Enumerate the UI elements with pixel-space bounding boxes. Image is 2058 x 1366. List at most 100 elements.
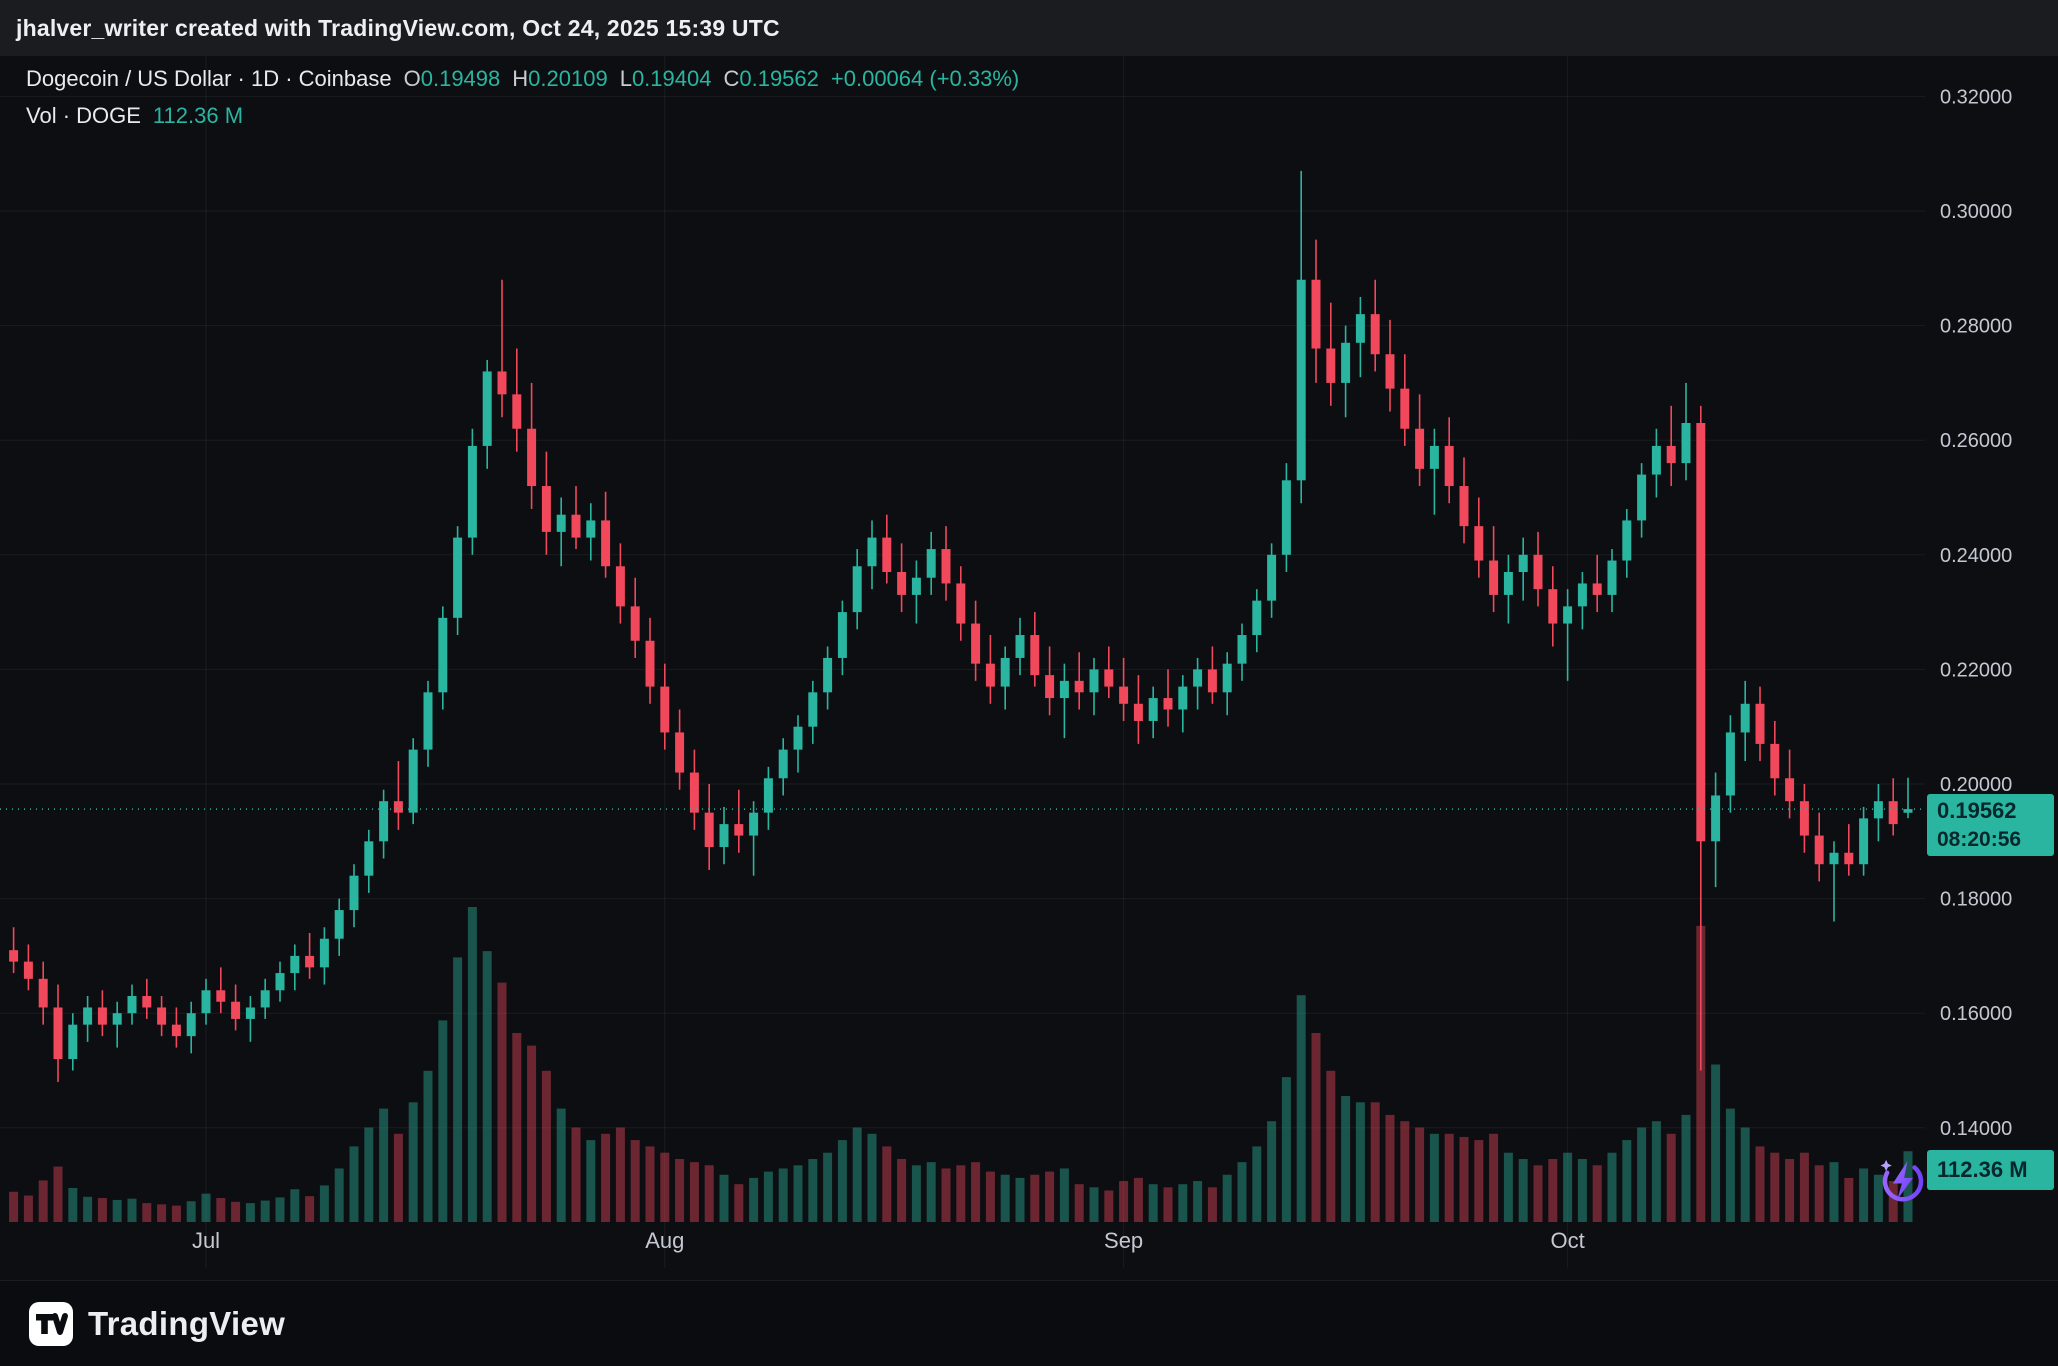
candle-body bbox=[911, 577, 921, 595]
volume-bar bbox=[1474, 1140, 1484, 1222]
candle-body bbox=[364, 841, 374, 876]
high-label: H bbox=[512, 66, 529, 91]
volume-bar bbox=[1844, 1177, 1854, 1222]
close-readout: C0.19562 bbox=[723, 66, 818, 92]
candle-body bbox=[1133, 703, 1143, 721]
price-tick-label: 0.18000 bbox=[1940, 889, 2012, 911]
symbol-title[interactable]: Dogecoin / US Dollar · 1D · Coinbase bbox=[26, 66, 392, 91]
candle-body bbox=[1489, 560, 1499, 595]
tradingview-logo-icon bbox=[29, 1301, 73, 1346]
candle-body bbox=[467, 445, 477, 538]
candle-body bbox=[571, 514, 581, 538]
time-tick-label: Sep bbox=[1104, 1228, 1143, 1253]
volume-bar bbox=[23, 1195, 33, 1222]
candle-body bbox=[231, 1001, 241, 1019]
volume-bar bbox=[704, 1165, 714, 1222]
close-label: C bbox=[723, 66, 740, 91]
candle-body bbox=[527, 428, 537, 487]
candle-body bbox=[749, 812, 759, 836]
last-price-badge: 0.19562 08:20:56 bbox=[1927, 794, 2054, 856]
tradingview-logo[interactable]: TradingView bbox=[28, 1301, 285, 1347]
candle-body bbox=[1548, 589, 1558, 624]
candle-body bbox=[1799, 801, 1809, 836]
price-tick-label: 0.14000 bbox=[1940, 1118, 2012, 1140]
candle-body bbox=[97, 1007, 107, 1025]
volume-bar bbox=[823, 1152, 833, 1222]
volume-bar bbox=[1607, 1152, 1617, 1222]
candle-body bbox=[808, 692, 818, 727]
volume-bar bbox=[512, 1033, 522, 1222]
volume-bar bbox=[586, 1140, 596, 1222]
volume-bar bbox=[1281, 1077, 1291, 1222]
boost-lightning-icon[interactable] bbox=[1876, 1152, 1930, 1206]
candle-body bbox=[1607, 560, 1617, 595]
candle-body bbox=[956, 583, 966, 624]
volume-bar bbox=[1563, 1152, 1573, 1222]
chart-legend: Dogecoin / US Dollar · 1D · Coinbase O0.… bbox=[26, 66, 1019, 140]
candle-body bbox=[645, 640, 655, 687]
price-tick-label: 0.20000 bbox=[1940, 774, 2012, 796]
candle-body bbox=[1030, 635, 1040, 676]
volume-bar bbox=[497, 982, 507, 1222]
candle-body bbox=[1059, 680, 1069, 699]
volume-bar bbox=[1252, 1146, 1262, 1222]
candle-body bbox=[497, 371, 507, 395]
volume-bar bbox=[837, 1140, 847, 1222]
candle-body bbox=[1711, 795, 1721, 842]
volume-bar bbox=[38, 1180, 48, 1222]
volume-bar bbox=[275, 1197, 285, 1222]
tradingview-wordmark: TradingView bbox=[88, 1304, 286, 1342]
volume-bar bbox=[1178, 1184, 1188, 1222]
candle-body bbox=[1163, 698, 1173, 710]
candle-body bbox=[1326, 348, 1336, 383]
time-tick-label: Oct bbox=[1550, 1228, 1584, 1253]
candle-body bbox=[186, 1013, 196, 1037]
volume-bar bbox=[379, 1108, 389, 1222]
candle-body bbox=[305, 955, 315, 968]
volume-bar bbox=[1681, 1114, 1691, 1222]
candle-body bbox=[171, 1024, 181, 1037]
volume-bar bbox=[83, 1196, 93, 1222]
volume-bar bbox=[1829, 1162, 1839, 1222]
candle-body bbox=[1844, 852, 1854, 865]
candle-body bbox=[408, 749, 418, 813]
candle-body bbox=[1518, 554, 1528, 572]
attribution-text: jhalver_writer created with TradingView.… bbox=[16, 14, 780, 41]
candle-body bbox=[971, 623, 981, 664]
candle-body bbox=[1651, 445, 1661, 475]
volume-bar bbox=[1385, 1114, 1395, 1222]
candle-body bbox=[1104, 669, 1114, 687]
attribution-bar: jhalver_writer created with TradingView.… bbox=[0, 0, 2058, 56]
volume-bar bbox=[231, 1201, 241, 1222]
volume-bar bbox=[1104, 1190, 1114, 1222]
volume-bar bbox=[364, 1127, 374, 1222]
volume-bar bbox=[1533, 1165, 1543, 1222]
price-tick-label: 0.28000 bbox=[1940, 316, 2012, 338]
volume-bar bbox=[808, 1159, 818, 1222]
volume-bar bbox=[408, 1102, 418, 1222]
candle-body bbox=[852, 566, 862, 613]
volume-bar bbox=[393, 1133, 403, 1222]
volume-series-label[interactable]: Vol · DOGE bbox=[26, 103, 141, 128]
volume-bar bbox=[1015, 1177, 1025, 1222]
volume-bar bbox=[171, 1205, 181, 1222]
volume-bar bbox=[1296, 995, 1306, 1222]
candle-body bbox=[1903, 809, 1913, 813]
volume-bar bbox=[349, 1146, 359, 1222]
candle-body bbox=[438, 617, 448, 693]
volume-bar bbox=[334, 1168, 344, 1222]
high-readout: H0.20109 bbox=[512, 66, 607, 92]
volume-bar bbox=[97, 1198, 107, 1222]
candle-body bbox=[157, 1007, 167, 1025]
volume-bar bbox=[793, 1165, 803, 1222]
volume-bar bbox=[763, 1171, 773, 1222]
candle-body bbox=[1637, 474, 1647, 521]
volume-bar bbox=[1888, 1181, 1898, 1222]
volume-bar bbox=[142, 1203, 152, 1222]
volume-bar bbox=[1059, 1168, 1069, 1222]
volume-bar bbox=[956, 1165, 966, 1222]
volume-bar bbox=[556, 1108, 566, 1222]
volume-bar bbox=[1193, 1181, 1203, 1222]
volume-bar bbox=[1651, 1121, 1661, 1222]
